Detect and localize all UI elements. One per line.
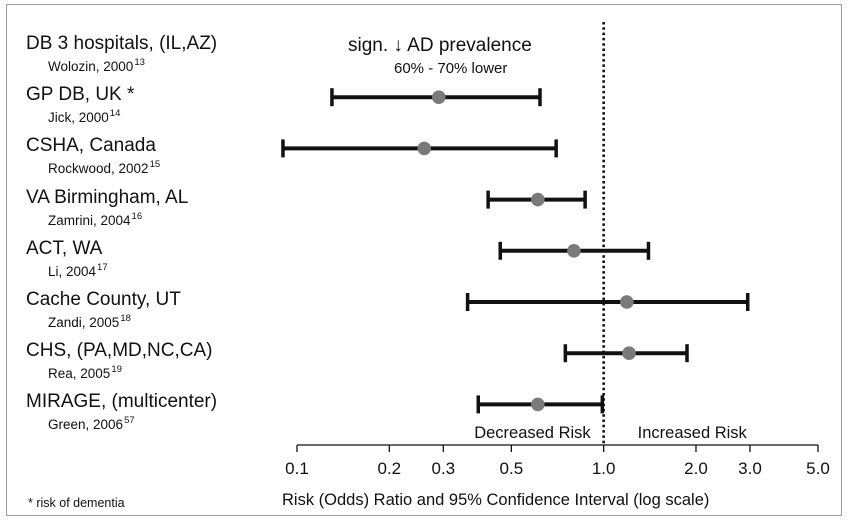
study-name: ACT, WA	[26, 237, 103, 259]
study-reference-text: Rockwood, 2002	[48, 161, 149, 177]
study-reference: Jick, 200014	[48, 106, 120, 126]
x-tick-label-4: 1.0	[592, 459, 616, 478]
study-name: CHS, (PA,MD,NC,CA)	[26, 340, 213, 362]
study-reference: Rockwood, 200215	[48, 157, 160, 177]
point-estimate-5	[620, 295, 634, 309]
point-estimate-6	[622, 346, 636, 361]
point-estimate-1	[431, 90, 446, 104]
x-tick-label-0: 0.1	[285, 459, 309, 478]
region-label-increased: Increased Risk	[638, 424, 748, 442]
x-tick-label-5: 2.0	[684, 459, 708, 478]
point-estimate-7	[531, 397, 545, 412]
study-reference-number: 14	[109, 108, 121, 120]
study-reference-number: 18	[120, 313, 131, 324]
study-reference-number: 19	[111, 364, 122, 376]
study-reference: Zamrini, 200416	[48, 209, 142, 229]
annotation-main: sign. ↓ AD prevalence	[348, 35, 532, 56]
study-name: MIRAGE, (multicenter)	[26, 391, 218, 413]
x-tick-label-2: 0.3	[431, 459, 455, 478]
study-reference: Green, 200657	[48, 413, 135, 433]
study-reference-number: 57	[124, 415, 135, 427]
annotation-sub: 60% - 70% lower	[394, 60, 508, 77]
study-name: VA Birmingham, AL	[26, 186, 189, 208]
study-name: Cache County, UT	[26, 289, 181, 310]
figure-border	[6, 4, 842, 516]
x-tick-label-3: 0.5	[500, 459, 524, 478]
study-reference-text: Rea, 2005	[48, 366, 111, 382]
study-reference-text: Zandi, 2005	[48, 315, 120, 330]
point-estimate-3	[531, 192, 545, 207]
study-reference-number: 15	[149, 159, 161, 171]
study-reference-number: 17	[97, 261, 108, 273]
point-estimate-2	[417, 141, 432, 156]
study-reference: Wolozin, 200013	[48, 55, 145, 75]
study-reference: Zandi, 200518	[48, 311, 131, 331]
study-reference-text: Jick, 2000	[48, 110, 109, 126]
study-name: CSHA, Canada	[26, 135, 156, 157]
study-reference-text: Wolozin, 2000	[48, 59, 134, 74]
x-tick-label-6: 3.0	[738, 459, 762, 478]
study-reference: Li, 200417	[48, 260, 108, 280]
x-tick-label-1: 0.2	[377, 459, 401, 478]
study-reference-number: 16	[131, 210, 143, 222]
x-axis-title: Risk (Odds) Ratio and 95% Confidence Int…	[282, 491, 710, 509]
study-name: GP DB, UK *	[26, 84, 135, 106]
study-reference: Rea, 200519	[48, 362, 122, 382]
study-reference-text: Zamrini, 2004	[48, 212, 131, 228]
study-reference-text: Green, 2006	[48, 417, 124, 433]
x-tick-label-7: 5.0	[806, 459, 830, 478]
study-reference-text: Li, 2004	[48, 263, 97, 279]
study-name: DB 3 hospitals, (IL,AZ)	[26, 33, 218, 54]
study-reference-number: 13	[134, 57, 145, 68]
region-label-decreased: Decreased Risk	[474, 424, 591, 442]
point-estimate-4	[567, 244, 581, 258]
footnote: * risk of dementia	[28, 496, 125, 510]
